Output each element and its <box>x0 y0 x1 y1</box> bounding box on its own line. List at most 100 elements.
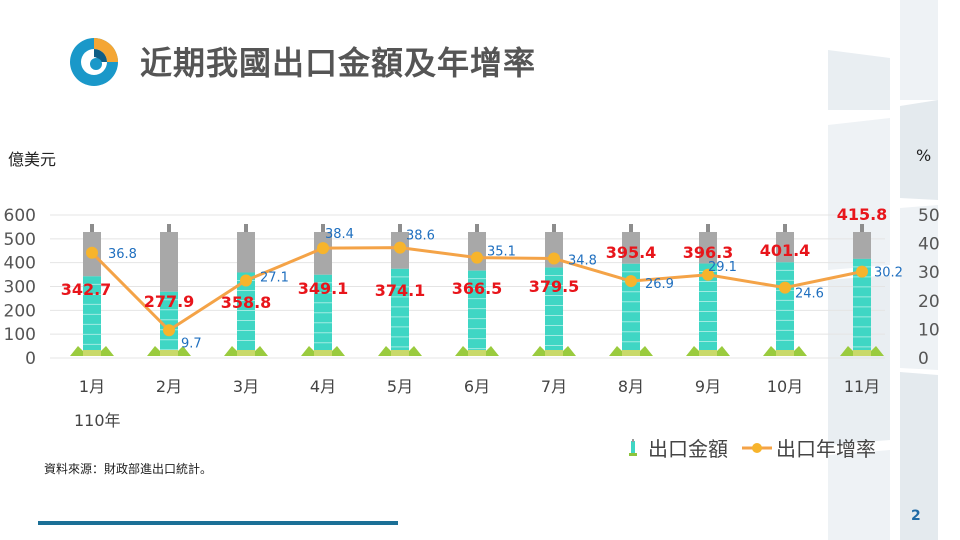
tower-base <box>378 346 422 356</box>
x-tick-label: 7月 <box>541 377 567 396</box>
y-left-tick-label: 400 <box>4 254 36 274</box>
tower-base <box>763 346 807 356</box>
growth-data-label: 26.9 <box>645 277 674 292</box>
value-data-label: 366.5 <box>452 279 503 298</box>
value-data-label: 342.7 <box>61 280 112 299</box>
value-data-label: 395.4 <box>606 243 657 262</box>
tower-spire <box>167 224 171 234</box>
growth-point <box>240 274 252 287</box>
value-data-label: 374.1 <box>375 281 426 300</box>
legend-item-bar: 出口金額 <box>626 433 728 462</box>
growth-point <box>163 324 175 337</box>
legend: 出口金額 出口年增率 <box>626 433 890 462</box>
tower-base-block <box>468 350 486 356</box>
tower-spire <box>783 224 787 234</box>
x-tick-label: 1月 <box>79 377 105 396</box>
tower-base <box>224 346 268 356</box>
growth-data-label: 30.2 <box>874 266 903 281</box>
tower-upper <box>237 232 255 273</box>
tower-base <box>609 346 653 356</box>
growth-data-label: 36.8 <box>108 247 137 262</box>
bottom-accent-line <box>38 521 398 525</box>
tower-base <box>455 346 499 356</box>
growth-data-label: 38.6 <box>406 229 435 244</box>
bar <box>699 263 717 352</box>
tower-upper <box>468 232 486 271</box>
y-left-tick-label: 500 <box>4 230 36 250</box>
y-right-tick-label: 0 <box>918 349 929 369</box>
tower-upper <box>853 232 871 259</box>
tower-base <box>840 346 884 356</box>
x-tick-label: 3月 <box>233 377 259 396</box>
growth-point <box>471 251 483 264</box>
tower-spire <box>552 224 556 234</box>
value-data-label: 415.8 <box>837 205 888 224</box>
tower-spire <box>475 224 479 234</box>
tower-spire <box>398 224 402 234</box>
tower-base <box>686 346 730 356</box>
growth-data-label: 35.1 <box>487 245 516 260</box>
tower-base <box>147 346 191 356</box>
value-data-label: 401.4 <box>760 241 811 260</box>
logo-icon <box>70 38 118 86</box>
growth-data-label: 9.7 <box>181 336 202 351</box>
line-marker-icon <box>742 442 772 453</box>
year-label: 110年 <box>74 411 121 430</box>
tower-base-block <box>776 350 794 356</box>
tower-icon <box>629 438 637 456</box>
tower-base-block <box>160 350 178 356</box>
tower-upper <box>160 232 178 292</box>
growth-point <box>317 242 329 255</box>
growth-point <box>548 252 560 265</box>
y-left-tick-label: 600 <box>4 206 36 226</box>
x-tick-label: 10月 <box>767 377 803 396</box>
bar <box>391 268 409 352</box>
tower-spire <box>860 224 864 234</box>
tower-upper <box>776 232 794 263</box>
y-right-tick-label: 10 <box>918 320 940 340</box>
growth-point <box>702 268 714 281</box>
value-data-label: 396.3 <box>683 243 734 262</box>
growth-data-label: 34.8 <box>568 253 597 268</box>
tower-base <box>301 346 345 356</box>
source-note: 資料來源：財政部進出口統計。 <box>44 462 213 476</box>
tower-spire <box>321 224 325 234</box>
value-data-label: 379.5 <box>529 277 580 296</box>
x-tick-label: 8月 <box>618 377 644 396</box>
x-tick-label: 2月 <box>156 377 182 396</box>
growth-point <box>625 275 637 288</box>
growth-data-label: 38.4 <box>325 227 354 242</box>
bar <box>468 270 486 352</box>
tower-base-block <box>622 350 640 356</box>
x-tick-label: 9月 <box>695 377 721 396</box>
y-left-unit: 億美元 <box>8 150 57 169</box>
legend-bar-label: 出口金額 <box>648 437 728 461</box>
tower-spire <box>90 224 94 234</box>
legend-line-label: 出口年增率 <box>776 437 876 461</box>
value-data-label: 358.8 <box>221 293 272 312</box>
tower-base-block <box>699 350 717 356</box>
x-tick-label: 5月 <box>387 377 413 396</box>
growth-point <box>394 241 406 254</box>
page-title: 近期我國出口金額及年增率 <box>140 44 537 82</box>
y-left-tick-label: 200 <box>4 301 36 321</box>
bar <box>237 272 255 352</box>
growth-point <box>779 281 791 294</box>
y-right-unit: % <box>916 146 932 165</box>
tower-base <box>532 346 576 356</box>
growth-data-label: 29.1 <box>708 260 737 275</box>
tower-base-block <box>391 350 409 356</box>
y-left-tick-label: 0 <box>25 349 36 369</box>
bar <box>545 267 563 352</box>
y-left-tick-label: 100 <box>4 325 36 345</box>
tower-base-block <box>314 350 332 356</box>
tower-base-block <box>545 350 563 356</box>
bar <box>853 258 871 352</box>
y-right-tick-label: 20 <box>918 292 940 312</box>
tower-base-block <box>237 350 255 356</box>
tower-spire <box>629 224 633 234</box>
tower-upper <box>699 232 717 264</box>
tower-spire <box>706 224 710 234</box>
bar <box>160 291 178 352</box>
